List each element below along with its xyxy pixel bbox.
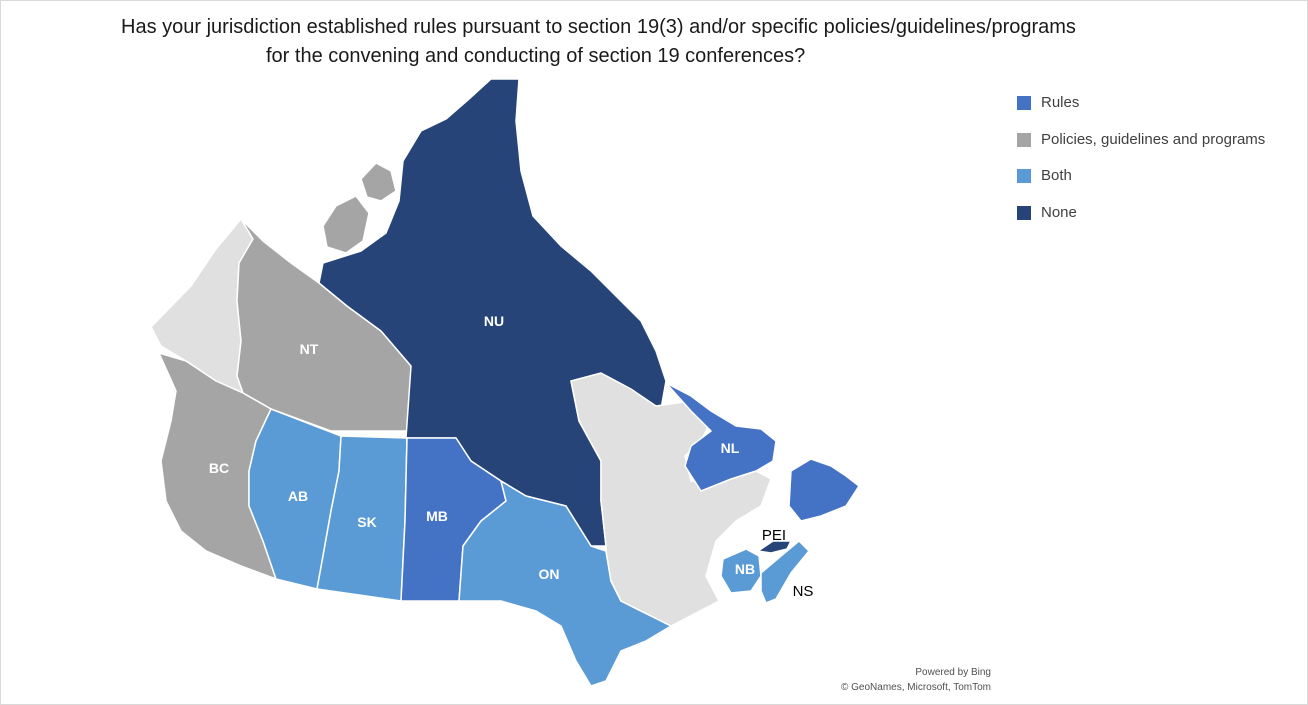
legend-swatch-both — [1017, 169, 1031, 183]
label-ns: NS — [793, 583, 814, 600]
label-bc: BC — [209, 460, 229, 476]
region-nb[interactable] — [720, 548, 762, 594]
arctic-island-nt-1 — [322, 195, 370, 254]
legend-item-none[interactable]: None — [1017, 203, 1265, 240]
region-on[interactable] — [458, 480, 672, 687]
label-nl: NL — [721, 440, 740, 456]
label-nb: NB — [735, 561, 755, 577]
legend-label-none: None — [1041, 203, 1077, 221]
map-title-line-1: Has your jurisdiction established rules … — [121, 16, 1076, 38]
label-nt: NT — [300, 341, 319, 357]
label-mb: MB — [426, 508, 448, 524]
map-title-line-2: for the convening and conducting of sect… — [266, 45, 806, 67]
label-sk: SK — [357, 514, 376, 530]
legend-item-both[interactable]: Both — [1017, 166, 1265, 203]
legend-swatch-rules — [1017, 96, 1031, 110]
credit-powered-by: Powered by Bing — [915, 667, 991, 678]
label-pei: PEI — [762, 527, 786, 544]
label-ab: AB — [288, 488, 308, 504]
legend-swatch-none — [1017, 205, 1031, 220]
region-nt[interactable] — [236, 218, 412, 432]
label-nu: NU — [484, 313, 504, 329]
label-on: ON — [539, 566, 560, 582]
legend-label-policies: Policies, guidelines and programs — [1041, 130, 1266, 148]
region-ns[interactable] — [760, 540, 810, 604]
map-credit: Powered by Bing © GeoNames, Microsoft, T… — [841, 665, 991, 695]
arctic-island-nt-2 — [360, 162, 397, 202]
legend-label-both: Both — [1041, 167, 1072, 184]
legend-swatch-policies — [1017, 132, 1031, 147]
region-nl-island — [788, 458, 860, 522]
legend-item-rules[interactable]: Rules — [1017, 93, 1265, 130]
region-pei[interactable] — [757, 540, 792, 554]
credit-attribution: © GeoNames, Microsoft, TomTom — [841, 682, 991, 693]
legend: Rules Policies, guidelines and programs … — [1017, 93, 1265, 239]
legend-label-rules: Rules — [1041, 94, 1080, 111]
legend-item-policies[interactable]: Policies, guidelines and programs — [1017, 130, 1265, 167]
region-nl[interactable] — [665, 382, 777, 492]
